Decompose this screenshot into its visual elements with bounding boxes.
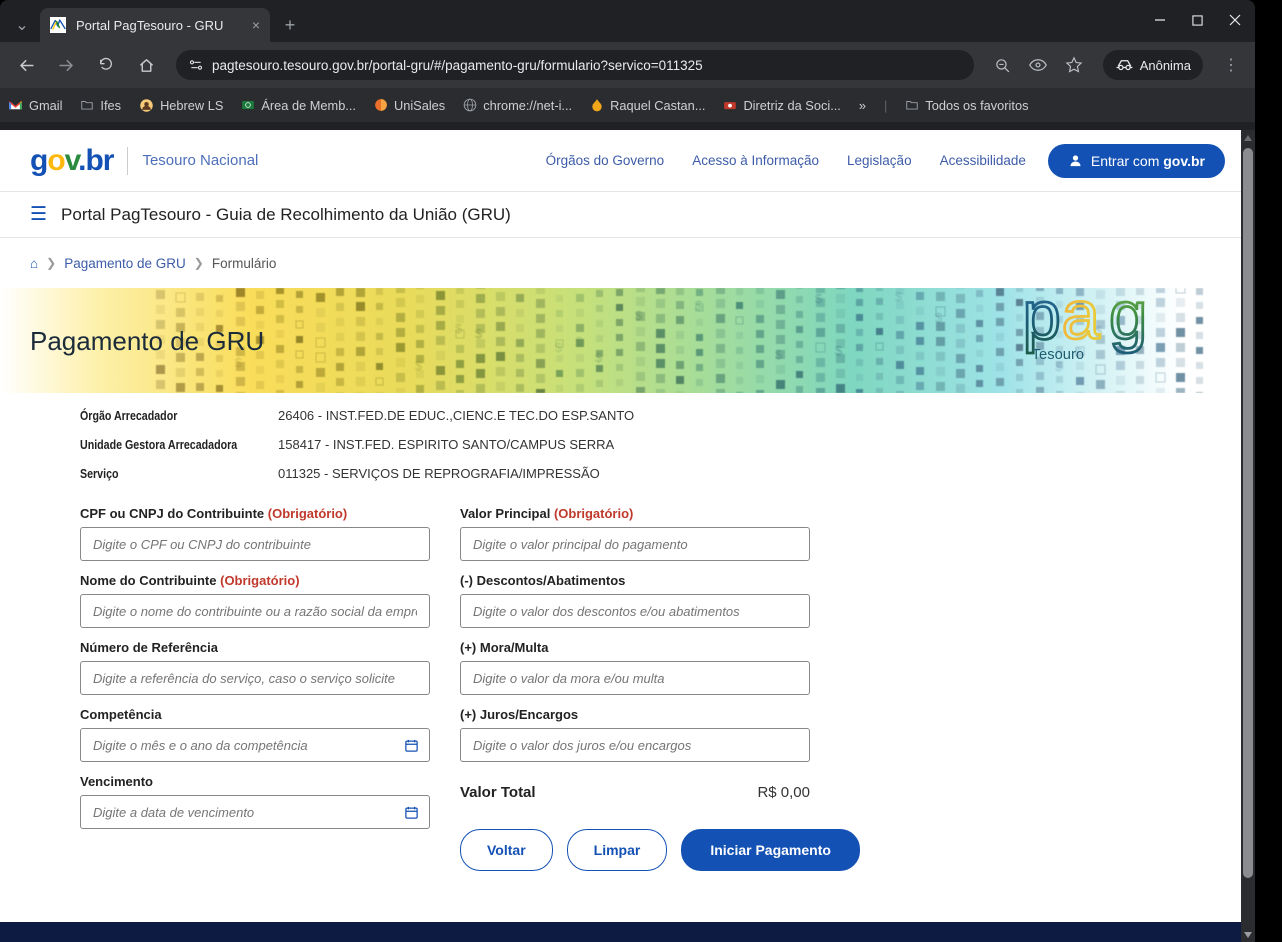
svg-text:$: $ — [775, 347, 783, 362]
svg-text:$: $ — [835, 343, 843, 358]
svg-text:$: $ — [895, 289, 903, 304]
svg-text:$: $ — [575, 334, 583, 349]
svg-text:a: a — [1062, 288, 1101, 353]
svg-text:$: $ — [555, 340, 563, 355]
svg-text:g: g — [1109, 288, 1147, 353]
svg-text:$: $ — [815, 291, 823, 306]
svg-text:$: $ — [635, 308, 643, 323]
svg-text:p: p — [1023, 288, 1061, 353]
svg-text:$: $ — [235, 355, 243, 370]
svg-text:Tesouro: Tesouro — [1032, 347, 1084, 363]
svg-text:$: $ — [595, 350, 603, 365]
svg-text:$: $ — [695, 298, 703, 313]
svg-text:$: $ — [935, 310, 943, 325]
svg-text:$: $ — [415, 358, 423, 373]
svg-text:$: $ — [475, 326, 483, 341]
svg-text:$: $ — [455, 321, 463, 336]
